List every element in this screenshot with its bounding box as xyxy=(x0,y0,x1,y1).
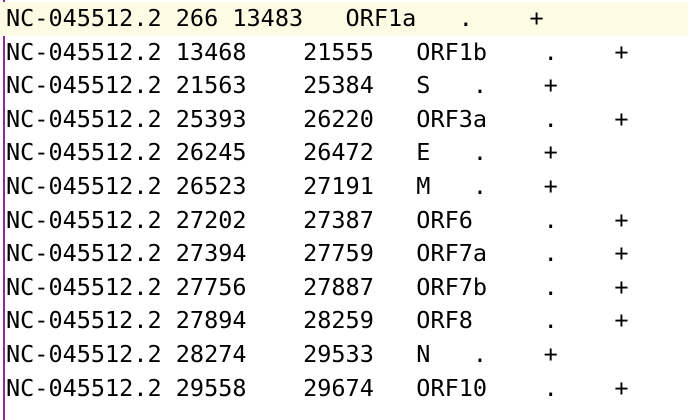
editor-line[interactable]: NC-045512.2 27202 27387 ORF6 . + xyxy=(6,205,629,234)
editor-line[interactable]: NC-045512.2 25393 26220 ORF3a . + xyxy=(6,104,629,133)
editor-lines[interactable]: NC-045512.2 266 13483 ORF1a . + NC-04551… xyxy=(0,2,688,405)
editor-line[interactable]: NC-045512.2 266 13483 ORF1a . + xyxy=(0,2,688,36)
editor-line[interactable]: NC-045512.2 27394 27759 ORF7a . + xyxy=(6,239,629,268)
editor-line[interactable]: NC-045512.2 27894 28259 ORF8 . + xyxy=(6,306,629,335)
gutter-marker-line xyxy=(3,0,5,420)
editor-line[interactable]: NC-045512.2 21563 25384 S . + xyxy=(6,71,558,100)
editor-line[interactable]: NC-045512.2 28274 29533 N . + xyxy=(6,339,558,368)
editor-line[interactable]: NC-045512.2 13468 21555 ORF1b . + xyxy=(6,37,629,66)
editor-line[interactable]: NC-045512.2 26523 27191 M . + xyxy=(6,171,558,200)
editor-line[interactable]: NC-045512.2 29558 29674 ORF10 . + xyxy=(6,373,629,402)
editor-line[interactable]: NC-045512.2 27756 27887 ORF7b . + xyxy=(6,272,629,301)
editor-line[interactable]: NC-045512.2 26245 26472 E . + xyxy=(6,138,558,167)
